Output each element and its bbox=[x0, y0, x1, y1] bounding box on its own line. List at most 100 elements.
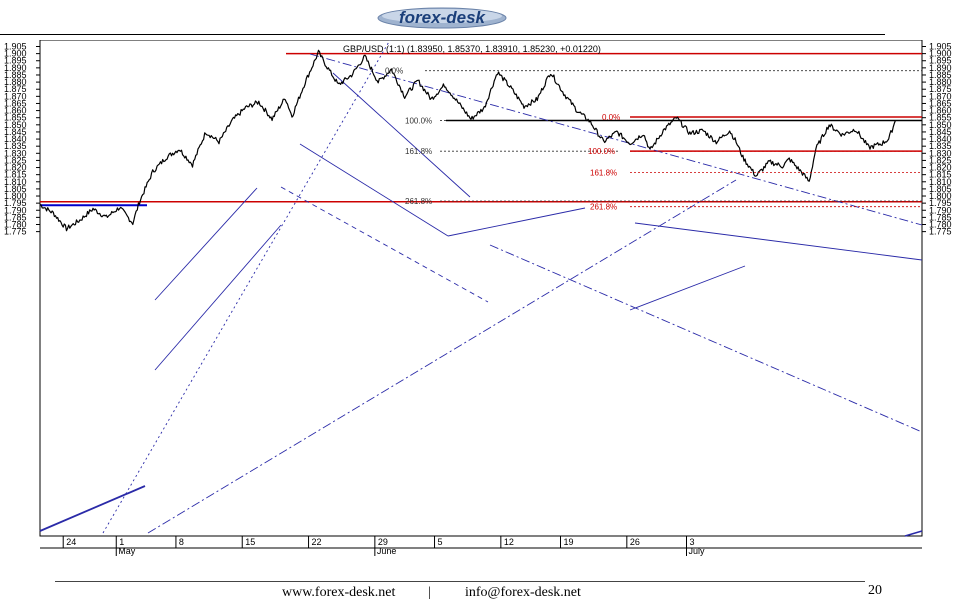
x-day-label: 19 bbox=[564, 537, 574, 547]
x-month-label: June bbox=[377, 546, 397, 556]
y-axis-right: 1.7751.7801.7851.7901.7951.8001.8051.810… bbox=[922, 42, 952, 237]
fib-black-label: 261.8% bbox=[405, 197, 432, 206]
flag-upper-line bbox=[447, 207, 586, 237]
x-day-label: 3 bbox=[690, 537, 695, 547]
y-tick-label-left: 1.865 bbox=[4, 98, 27, 108]
fib-black-label: 161.8% bbox=[405, 147, 432, 156]
y-tick-label-right: 1.875 bbox=[929, 84, 952, 94]
y-tick-label-right: 1.905 bbox=[929, 42, 952, 52]
chart-frame bbox=[39, 40, 923, 549]
y-tick-label-right: 1.855 bbox=[929, 113, 952, 123]
forex-desk-logo: forex-desk bbox=[375, 3, 510, 31]
y-tick-label-right: 1.845 bbox=[929, 127, 952, 137]
gbpusd-chart: 0.0% 100.0% 161.8% 261.8% 0.0% 100.0% 161.8% 26… bbox=[4, 40, 952, 556]
y-tick-label-right: 1.850 bbox=[929, 120, 952, 130]
logo-text: forex-desk bbox=[399, 8, 487, 27]
y-tick-label-left: 1.855 bbox=[4, 113, 27, 123]
y-tick-label-left: 1.840 bbox=[4, 134, 27, 144]
plot-border bbox=[39, 40, 923, 537]
x-month-label: July bbox=[689, 546, 706, 556]
y-tick-label-right: 1.790 bbox=[929, 205, 952, 215]
y-tick-label-left: 1.800 bbox=[4, 191, 27, 201]
y-tick-label-right: 1.815 bbox=[929, 170, 952, 180]
y-tick-label-right: 1.800 bbox=[929, 191, 952, 201]
x-day-label: 5 bbox=[438, 537, 443, 547]
fib-red-label: 161.8% bbox=[590, 169, 617, 178]
descending-resistance bbox=[634, 222, 923, 261]
fib-labels: 0.0% 100.0% 161.8% 261.8% 0.0% 100.0% 161.8% 26… bbox=[385, 67, 922, 212]
trendlines bbox=[39, 40, 923, 537]
y-tick-label-left: 1.785 bbox=[4, 212, 27, 222]
header-rule bbox=[0, 34, 885, 35]
y-tick-label-left: 1.905 bbox=[4, 42, 27, 52]
price-line bbox=[39, 49, 896, 232]
y-tick-label-right: 1.785 bbox=[929, 212, 952, 222]
x-month-label: May bbox=[118, 546, 136, 556]
y-tick-label-left: 1.870 bbox=[4, 91, 27, 101]
y-tick-label-left: 1.835 bbox=[4, 141, 27, 151]
x-axis: 24 1 8 15 22 29 5 12 19 26 3 May June July bbox=[62, 536, 706, 556]
footer-rule bbox=[55, 581, 865, 582]
y-tick-label-left: 1.850 bbox=[4, 120, 27, 130]
rising-dashdot-line bbox=[147, 179, 737, 534]
y-tick-label-left: 1.805 bbox=[4, 184, 27, 194]
y-tick-label-right: 1.775 bbox=[929, 227, 952, 237]
y-tick-label-right: 1.820 bbox=[929, 163, 952, 173]
y-tick-label-right: 1.900 bbox=[929, 49, 952, 59]
y-tick-label-right: 1.830 bbox=[929, 148, 952, 158]
y-tick-label-left: 1.890 bbox=[4, 63, 27, 73]
email-link[interactable]: info@forex-desk.net bbox=[465, 585, 581, 600]
x-day-label: 8 bbox=[179, 537, 184, 547]
y-tick-label-left: 1.790 bbox=[4, 205, 27, 215]
fib-red-label: 0.0% bbox=[602, 113, 620, 122]
x-day-label: 26 bbox=[630, 537, 640, 547]
footer-separator: | bbox=[428, 585, 431, 600]
y-tick-label-left: 1.815 bbox=[4, 170, 27, 180]
triangle-lower-line bbox=[39, 485, 146, 532]
y-tick-label-right: 1.870 bbox=[929, 91, 952, 101]
wedge-upper-line bbox=[332, 72, 471, 198]
fib-red-label: 100.0% bbox=[588, 147, 615, 156]
page-number: 20 bbox=[868, 583, 882, 598]
price-series bbox=[39, 49, 896, 232]
y-axis-left: 1.7751.7801.7851.7901.7951.8001.8051.810… bbox=[4, 42, 40, 237]
y-tick-label-left: 1.820 bbox=[4, 163, 27, 173]
x-day-label: 12 bbox=[504, 537, 514, 547]
y-tick-label-left: 1.900 bbox=[4, 49, 27, 59]
y-tick-label-left: 1.860 bbox=[4, 106, 27, 116]
y-tick-label-right: 1.780 bbox=[929, 220, 952, 230]
y-tick-label-left: 1.885 bbox=[4, 70, 27, 80]
y-tick-label-right: 1.840 bbox=[929, 134, 952, 144]
lower-dashdot-channel bbox=[489, 244, 923, 433]
y-tick-label-right: 1.890 bbox=[929, 63, 952, 73]
channel-upper-line bbox=[154, 187, 258, 301]
y-tick-label-left: 1.880 bbox=[4, 77, 27, 87]
website-link[interactable]: www.forex-desk.net bbox=[282, 585, 396, 600]
y-tick-label-right: 1.885 bbox=[929, 70, 952, 80]
channel-lower-line bbox=[154, 224, 282, 371]
consolidation-line bbox=[629, 265, 746, 311]
x-day-label: 15 bbox=[245, 537, 255, 547]
fib-black-label: 100.0% bbox=[405, 117, 432, 126]
fib-black-label: 0.0% bbox=[385, 67, 403, 76]
y-tick-label-right: 1.805 bbox=[929, 184, 952, 194]
y-tick-label-right: 1.865 bbox=[929, 98, 952, 108]
y-tick-label-right: 1.810 bbox=[929, 177, 952, 187]
chart-title: GBP/USD (1:1) (1.83950, 1.85370, 1.83910… bbox=[343, 44, 601, 54]
corner-mark bbox=[904, 530, 923, 537]
y-tick-label-left: 1.830 bbox=[4, 148, 27, 158]
y-tick-label-right: 1.795 bbox=[929, 198, 952, 208]
y-tick-label-right: 1.880 bbox=[929, 77, 952, 87]
y-tick-label-right: 1.895 bbox=[929, 56, 952, 66]
y-tick-label-left: 1.775 bbox=[4, 227, 27, 237]
long-dashdot-resistance bbox=[309, 53, 923, 226]
x-day-label: 1 bbox=[119, 537, 124, 547]
x-day-label: 22 bbox=[312, 537, 322, 547]
dotted-support-line bbox=[102, 40, 391, 534]
y-tick-label-left: 1.810 bbox=[4, 177, 27, 187]
x-day-label: 29 bbox=[378, 537, 388, 547]
y-tick-label-left: 1.895 bbox=[4, 56, 27, 66]
y-tick-label-left: 1.845 bbox=[4, 127, 27, 137]
x-day-label: 24 bbox=[66, 537, 76, 547]
y-tick-label-right: 1.860 bbox=[929, 106, 952, 116]
